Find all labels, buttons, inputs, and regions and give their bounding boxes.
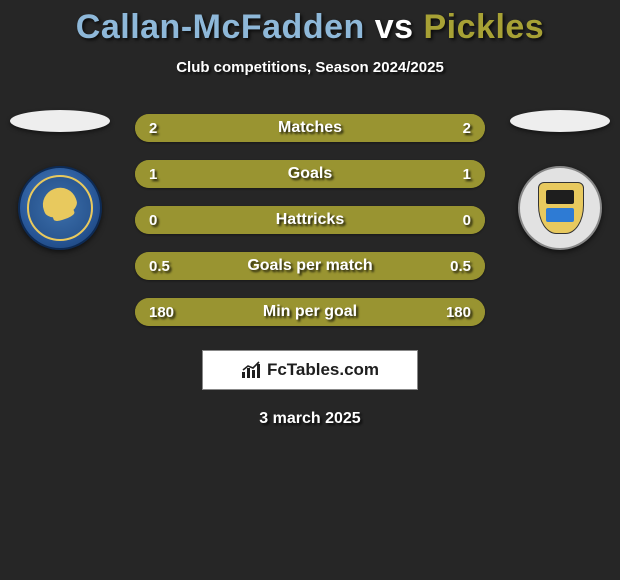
- right-club-badge: [518, 166, 602, 250]
- stat-label-wrap: Min per goal: [135, 298, 485, 326]
- page-title: Callan-McFadden vs Pickles: [0, 0, 620, 47]
- stat-label: Min per goal: [263, 303, 357, 321]
- stat-label-wrap: Goals per match: [135, 252, 485, 280]
- stat-label-wrap: Goals: [135, 160, 485, 188]
- stat-row: 0.50.5Goals per match: [135, 252, 485, 280]
- subtitle: Club competitions, Season 2024/2025: [0, 59, 620, 76]
- stat-label: Goals: [288, 165, 332, 183]
- stat-label: Goals per match: [247, 257, 372, 275]
- stat-row: 22Matches: [135, 114, 485, 142]
- stat-label: Hattricks: [276, 211, 344, 229]
- right-side: [510, 110, 610, 250]
- left-club-badge: [18, 166, 102, 250]
- left-side: [10, 110, 110, 250]
- comparison-card: Callan-McFadden vs Pickles Club competit…: [0, 0, 620, 428]
- player2-name: Pickles: [424, 8, 545, 46]
- stat-label-wrap: Matches: [135, 114, 485, 142]
- stat-label-wrap: Hattricks: [135, 206, 485, 234]
- player1-name: Callan-McFadden: [76, 8, 365, 46]
- chart-icon: [241, 361, 263, 379]
- brand-box[interactable]: FcTables.com: [202, 350, 418, 390]
- vs-text: vs: [375, 8, 414, 46]
- left-ellipse: [10, 110, 110, 132]
- right-ellipse: [510, 110, 610, 132]
- date-text: 3 march 2025: [0, 410, 620, 428]
- stat-label: Matches: [278, 119, 342, 137]
- stat-row: 11Goals: [135, 160, 485, 188]
- stat-row: 180180Min per goal: [135, 298, 485, 326]
- stat-rows: 22Matches 11Goals 00Hattricks 0.50.5Goals p…: [135, 114, 485, 326]
- stat-row: 00Hattricks: [135, 206, 485, 234]
- brand-text: FcTables.com: [267, 360, 379, 380]
- compare-block: 22Matches 11Goals 00Hattricks 0.50.5Goals p…: [0, 114, 620, 326]
